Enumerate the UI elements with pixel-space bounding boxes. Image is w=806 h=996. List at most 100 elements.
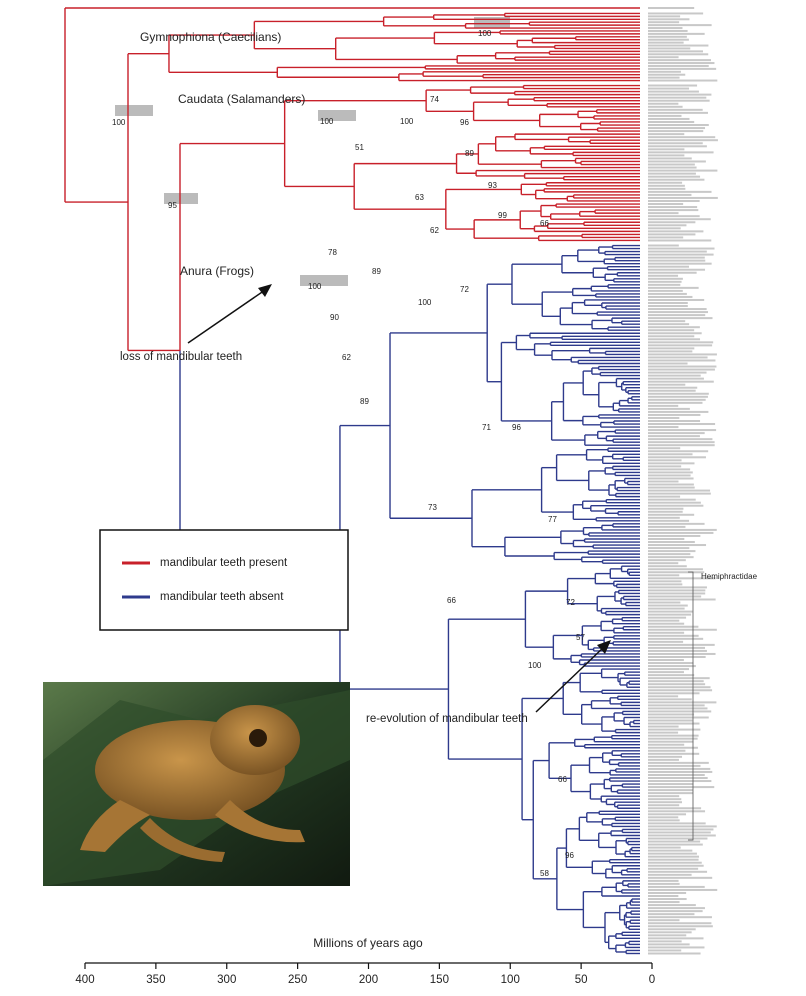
taxon-name	[648, 459, 682, 462]
taxon-name	[648, 124, 709, 127]
taxon-name	[648, 347, 695, 350]
taxon-name	[648, 634, 699, 637]
taxon-name	[648, 891, 687, 894]
taxon-name	[648, 250, 707, 253]
taxon-name	[648, 628, 717, 631]
taxon-name	[648, 510, 683, 513]
taxon-name	[648, 190, 712, 193]
taxon-name	[648, 789, 693, 792]
taxon-name	[648, 105, 683, 108]
node-support: 89	[360, 397, 369, 406]
taxon-name	[648, 767, 711, 770]
node-support: 89	[372, 267, 381, 276]
taxon-name	[648, 274, 679, 277]
taxon-name	[648, 507, 684, 510]
taxon-name	[648, 230, 704, 233]
taxon-name	[648, 619, 680, 622]
taxon-name	[648, 416, 680, 419]
taxon-name	[648, 622, 685, 625]
taxon-name	[648, 317, 713, 320]
taxon-name	[648, 221, 696, 224]
taxon-name	[648, 56, 679, 59]
taxon-name	[648, 565, 687, 568]
taxon-name	[648, 139, 718, 142]
taxon-name	[648, 528, 717, 531]
taxon-name	[648, 386, 698, 389]
taxon-name	[648, 50, 703, 53]
taxon-name	[648, 668, 690, 671]
taxon-name	[648, 117, 690, 120]
taxon-name	[648, 471, 693, 474]
taxon-name	[648, 934, 687, 937]
taxon-name	[648, 550, 696, 553]
taxon-name	[648, 798, 682, 801]
taxon-name	[648, 338, 701, 341]
taxon-name	[648, 133, 685, 136]
taxon-name	[648, 359, 716, 362]
bracket	[688, 571, 694, 841]
taxon-name	[648, 858, 699, 861]
taxon-name	[648, 398, 706, 401]
taxon-name	[648, 598, 716, 601]
node-support: 51	[355, 143, 364, 152]
taxon-name	[648, 559, 686, 562]
taxon-name	[648, 395, 708, 398]
node-support: 100	[320, 117, 334, 126]
taxon-name	[648, 513, 695, 516]
taxon-name	[648, 876, 713, 879]
taxon-name	[648, 592, 706, 595]
tick-label: 400	[75, 974, 94, 986]
taxon-name	[648, 916, 712, 919]
taxon-name	[648, 32, 705, 35]
taxon-name	[648, 825, 717, 828]
photo	[43, 682, 350, 886]
taxon-name	[648, 280, 682, 283]
taxon-name	[648, 79, 718, 82]
taxon-name	[648, 777, 708, 780]
node-support: 74	[430, 95, 439, 104]
taxon-name	[648, 314, 706, 317]
taxon-name	[648, 429, 717, 432]
taxon-name	[648, 62, 715, 65]
taxon-name	[648, 734, 699, 737]
taxon-name	[648, 861, 702, 864]
taxon-name	[648, 831, 711, 834]
taxon-name	[648, 239, 712, 242]
taxon-name	[648, 531, 714, 534]
taxon-name	[648, 413, 701, 416]
taxon-name	[648, 895, 679, 898]
taxon-name	[648, 586, 707, 589]
taxon-name	[648, 193, 692, 196]
taxon-name	[648, 59, 712, 62]
taxon-name	[648, 637, 704, 640]
taxon-name	[648, 423, 716, 426]
taxon-name	[648, 519, 690, 522]
taxon-name	[648, 253, 714, 256]
node-support: 77	[548, 515, 557, 524]
taxon-name	[648, 160, 706, 163]
node-support: 100	[528, 661, 542, 670]
taxon-name	[648, 108, 703, 111]
taxon-name	[648, 864, 704, 867]
taxon-name	[648, 12, 704, 15]
node-support: 96	[460, 118, 469, 127]
taxon-name	[648, 196, 718, 199]
taxon-name	[648, 353, 717, 356]
node-support: 100	[418, 298, 432, 307]
taxon-name	[648, 852, 697, 855]
taxon-name	[648, 175, 701, 178]
taxon-name	[648, 553, 691, 556]
taxon-name	[648, 435, 700, 438]
taxon-name	[648, 462, 695, 465]
taxon-name	[648, 652, 716, 655]
taxon-name	[648, 295, 693, 298]
taxon-name	[648, 749, 686, 752]
taxon-name	[648, 919, 680, 922]
taxon-name	[648, 946, 705, 949]
tick-label: 0	[649, 974, 655, 986]
taxon-name	[648, 534, 701, 537]
taxon-name	[648, 356, 708, 359]
taxon-name	[648, 613, 692, 616]
taxon-name	[648, 879, 679, 882]
taxon-name	[648, 38, 689, 41]
